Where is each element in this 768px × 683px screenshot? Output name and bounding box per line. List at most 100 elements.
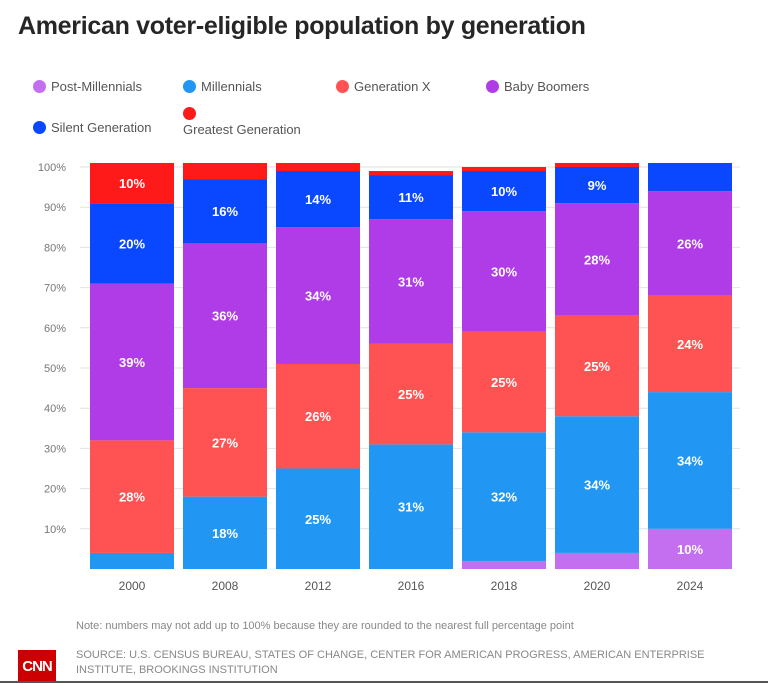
x-tick-label: 2008: [212, 579, 239, 593]
bar-segment: [555, 416, 639, 553]
legend-swatch: [486, 80, 499, 93]
bar-segment: [648, 392, 732, 529]
bar-segment: [90, 283, 174, 441]
legend-item-post-millennials: Post-Millennials: [33, 79, 142, 94]
x-tick-label: 2020: [584, 579, 611, 593]
bar-segment: [369, 343, 453, 445]
bar-segment: [462, 211, 546, 332]
y-tick-label: 30%: [44, 443, 66, 455]
data-label: 36%: [212, 309, 238, 324]
legend-label: Silent Generation: [51, 120, 152, 135]
bar-segment: [90, 162, 174, 204]
chart-note: Note: numbers may not add up to 100% bec…: [76, 620, 574, 632]
chart-title: American voter-eligible population by ge…: [18, 12, 586, 40]
data-label: 10%: [119, 176, 145, 191]
data-label: 10%: [491, 184, 517, 199]
data-label: 39%: [119, 355, 145, 370]
legend-item-baby-boomers: Baby Boomers: [486, 79, 589, 94]
data-label: 11%: [398, 190, 424, 205]
data-label: 10%: [677, 542, 703, 557]
bar-segment: [555, 162, 639, 167]
bar-segment: [90, 552, 174, 569]
data-label: 27%: [212, 435, 238, 450]
data-label: 9%: [588, 178, 607, 193]
legend-item-millennials: Millennials: [183, 79, 262, 94]
bar-segment: [276, 171, 360, 228]
x-tick-label: 2012: [305, 579, 332, 593]
legend-item-generation-x: Generation X: [336, 79, 431, 94]
x-tick-label: 2018: [491, 579, 518, 593]
bar-segment: [648, 191, 732, 296]
bar-segment: [183, 162, 267, 180]
bar-segment: [369, 444, 453, 569]
data-label: 31%: [398, 500, 424, 515]
legend-label: Post-Millennials: [51, 79, 143, 94]
data-label: 25%: [584, 359, 610, 374]
bar-segment: [90, 203, 174, 284]
data-label: 26%: [305, 409, 331, 424]
data-label: 34%: [677, 453, 703, 468]
x-tick-label: 2016: [398, 579, 425, 593]
bar-segment: [462, 171, 546, 212]
data-label: 34%: [305, 289, 331, 304]
bar-segment: [183, 243, 267, 389]
bar-segment: [276, 363, 360, 469]
x-tick-label: 2000: [119, 579, 146, 593]
legend-item-greatest-generation: Greatest Generation: [183, 107, 301, 137]
data-label: 30%: [491, 265, 517, 280]
bar-segment: [555, 167, 639, 204]
data-label: 20%: [119, 236, 145, 251]
bar-segment: [183, 388, 267, 497]
legend-label: Baby Boomers: [504, 79, 590, 94]
data-label: 34%: [584, 478, 610, 493]
bar-segment: [183, 496, 267, 569]
bar-segment: [648, 162, 732, 192]
data-label: 26%: [677, 236, 703, 251]
data-label: 31%: [398, 275, 424, 290]
data-label: 18%: [212, 526, 238, 541]
bar-segment: [462, 331, 546, 433]
legend-label: Greatest Generation: [183, 122, 301, 137]
y-tick-label: 80%: [44, 242, 66, 254]
legend-swatch: [336, 80, 349, 93]
data-label: 28%: [119, 490, 145, 505]
y-tick-label: 60%: [44, 323, 66, 335]
y-tick-label: 10%: [44, 524, 66, 536]
legend-item-silent-generation: Silent Generation: [33, 120, 151, 135]
y-tick-label: 100%: [38, 162, 66, 174]
bar-segment: [369, 171, 453, 176]
data-label: 25%: [398, 387, 424, 402]
bar-segment: [183, 179, 267, 244]
legend-swatch: [33, 121, 46, 134]
bar-segment: [369, 219, 453, 344]
x-tick-label: 2024: [677, 579, 704, 593]
y-tick-label: 90%: [44, 202, 66, 214]
cnn-logo: CNN: [18, 650, 56, 683]
data-label: 32%: [491, 490, 517, 505]
legend-swatch: [33, 80, 46, 93]
legend-swatch: [183, 80, 196, 93]
data-label: 25%: [305, 512, 331, 527]
data-label: 24%: [677, 337, 703, 352]
bar-segment: [648, 528, 732, 569]
legend-label: Generation X: [354, 79, 431, 94]
bar-segment: [276, 468, 360, 569]
y-tick-label: 50%: [44, 363, 66, 375]
bar-segment: [276, 162, 360, 172]
bar-segment: [276, 227, 360, 364]
bar-segment: [648, 295, 732, 393]
bar-segment: [462, 560, 546, 569]
data-label: 16%: [212, 204, 238, 219]
bar-segment: [555, 203, 639, 316]
bottom-border: [0, 681, 768, 683]
bar-segment: [555, 552, 639, 569]
stacked-bar-chart: 10% 20% 30% 40% 50% 60% 70% 80% 90% 100% 28% 39% 20%…: [38, 162, 740, 593]
legend-swatch: [183, 107, 196, 120]
bar-segment: [369, 175, 453, 220]
data-label: 14%: [305, 192, 331, 207]
legend-label: Millennials: [201, 79, 262, 94]
y-tick-label: 20%: [44, 484, 66, 496]
bar-segment: [90, 440, 174, 553]
y-tick-label: 40%: [44, 403, 66, 415]
bar-segment: [462, 167, 546, 172]
